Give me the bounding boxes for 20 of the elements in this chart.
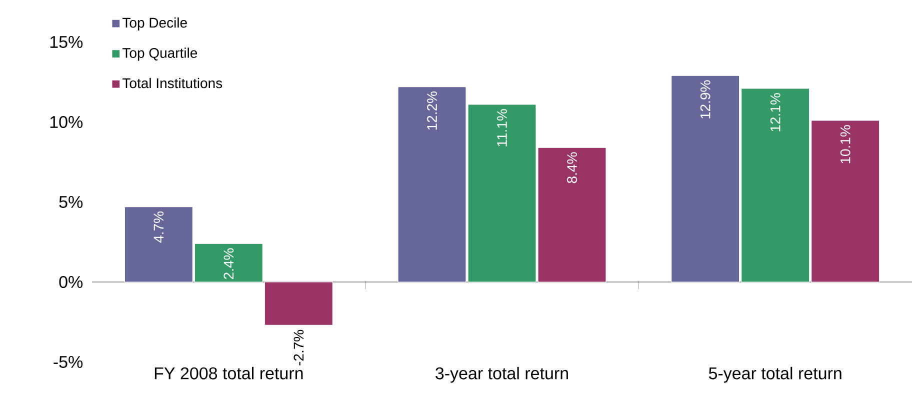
y-tick-label: 10% xyxy=(50,116,83,128)
x-tick-label: 5-year total return xyxy=(708,366,842,383)
legend-label: Top Quartile xyxy=(122,48,198,61)
data-label: 12.9% xyxy=(700,80,710,118)
legend-label: Total Institutions xyxy=(122,78,222,88)
y-tick-label: -5% xyxy=(54,356,83,368)
legend-label: Top Decile xyxy=(122,17,187,30)
y-tick-label: 5% xyxy=(59,196,83,208)
data-label: 11.1% xyxy=(497,109,507,146)
data-label: 8.4% xyxy=(567,152,577,184)
y-tick-label: 0% xyxy=(59,276,83,288)
data-label: 4.7% xyxy=(154,212,164,243)
y-tick-label: 15% xyxy=(50,36,83,48)
x-tick-label: FY 2008 total return xyxy=(154,366,303,380)
data-label: 12.1% xyxy=(770,93,780,132)
x-tick-label: 3-year total return xyxy=(436,366,568,383)
data-label: 12.2% xyxy=(427,92,437,130)
data-label: 2.4% xyxy=(224,248,234,280)
data-label: -2.7% xyxy=(294,330,304,366)
data-label: 10.1% xyxy=(840,125,850,164)
